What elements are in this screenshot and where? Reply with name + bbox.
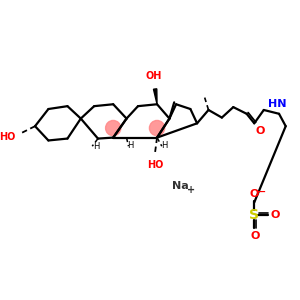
Text: S: S: [249, 208, 259, 222]
Polygon shape: [154, 89, 157, 104]
Text: O: O: [255, 126, 265, 136]
Circle shape: [149, 121, 165, 136]
Text: H: H: [161, 141, 168, 150]
Text: HN: HN: [268, 99, 286, 109]
Text: H: H: [93, 142, 99, 151]
Text: +: +: [187, 185, 195, 195]
Text: −: −: [257, 187, 267, 197]
Circle shape: [106, 121, 121, 136]
Text: O: O: [271, 210, 280, 220]
Text: Na: Na: [172, 181, 189, 191]
Text: H: H: [127, 141, 134, 150]
Text: HO: HO: [0, 132, 16, 142]
Text: O: O: [250, 231, 260, 241]
Text: HO: HO: [147, 160, 163, 170]
Text: OH: OH: [146, 71, 162, 81]
Text: O: O: [250, 189, 259, 199]
